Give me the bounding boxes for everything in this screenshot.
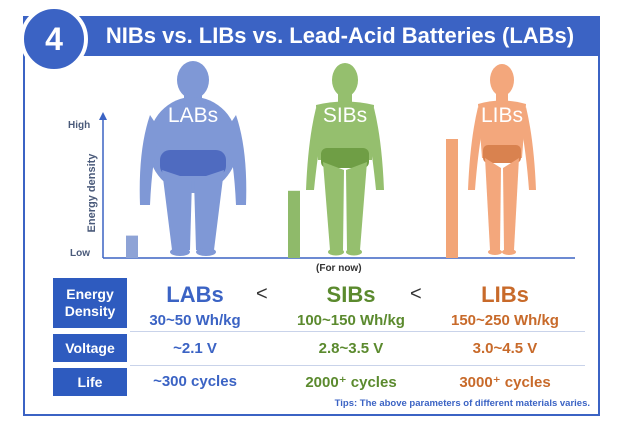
- y-high-label: High: [68, 120, 91, 131]
- title-bar: [23, 16, 600, 56]
- header-sibs: SIBs: [326, 282, 376, 307]
- header-labs: LABs: [166, 282, 224, 307]
- row-label-life: Life: [53, 368, 127, 396]
- row-label-voltage: Voltage: [53, 334, 127, 362]
- y-low-label: Low: [70, 248, 90, 259]
- libs-body-figure: [468, 64, 536, 255]
- sibs-voltage: 2.8~3.5 V: [318, 340, 384, 357]
- libs-life: 3000⁺ cycles: [459, 374, 551, 391]
- libs-figure-label: LIBs: [480, 104, 524, 127]
- row-separator: [130, 365, 585, 366]
- sibs-body-figure: [306, 63, 384, 256]
- libs-voltage: 3.0~4.5 V: [472, 340, 538, 357]
- header-libs: LIBs: [481, 282, 529, 307]
- tips-note: Tips: The above parameters of different …: [334, 398, 590, 409]
- bar-labs: [126, 235, 138, 258]
- section-number-badge: 4: [20, 5, 88, 73]
- for-now-note: (For now): [316, 263, 362, 274]
- less-than-sign-1: <: [256, 283, 268, 305]
- less-than-sign-2: <: [410, 283, 422, 305]
- row-label-energy-density: Energy Density: [53, 278, 127, 328]
- labs-figure-label: LABs: [167, 104, 219, 127]
- libs-energy-density: 150~250 Wh/kg: [451, 312, 559, 329]
- labs-life: ~300 cycles: [153, 373, 237, 390]
- y-axis-label: Energy density: [86, 153, 98, 233]
- sibs-figure-label: SIBs: [322, 104, 368, 127]
- y-axis-arrow: [99, 112, 107, 120]
- sibs-energy-density: 100~150 Wh/kg: [297, 312, 405, 329]
- sibs-life: 2000⁺ cycles: [305, 374, 397, 391]
- labs-energy-density: 30~50 Wh/kg: [149, 312, 241, 329]
- bar-sibs: [288, 190, 300, 258]
- labs-voltage: ~2.1 V: [173, 340, 217, 357]
- bar-libs: [446, 139, 458, 258]
- row-separator: [130, 331, 585, 332]
- page-title: NIBs vs. LIBs vs. Lead-Acid Batteries (L…: [105, 23, 575, 48]
- labs-body-figure: [139, 61, 247, 256]
